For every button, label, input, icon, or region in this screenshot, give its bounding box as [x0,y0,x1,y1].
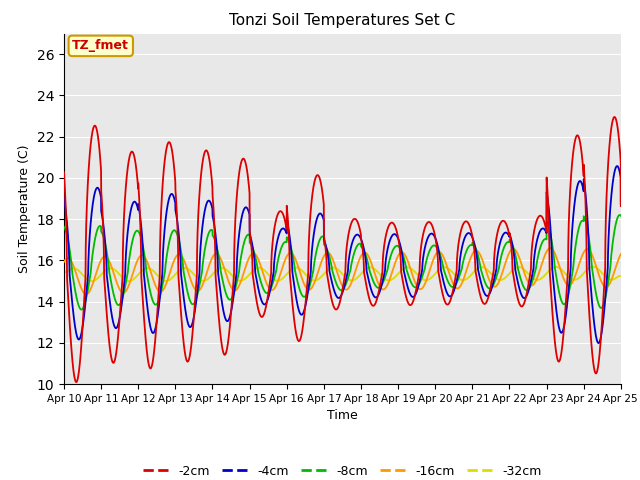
X-axis label: Time: Time [327,409,358,422]
Legend: -2cm, -4cm, -8cm, -16cm, -32cm: -2cm, -4cm, -8cm, -16cm, -32cm [138,460,547,480]
Y-axis label: Soil Temperature (C): Soil Temperature (C) [18,144,31,273]
Title: Tonzi Soil Temperatures Set C: Tonzi Soil Temperatures Set C [229,13,456,28]
Text: TZ_fmet: TZ_fmet [72,39,129,52]
